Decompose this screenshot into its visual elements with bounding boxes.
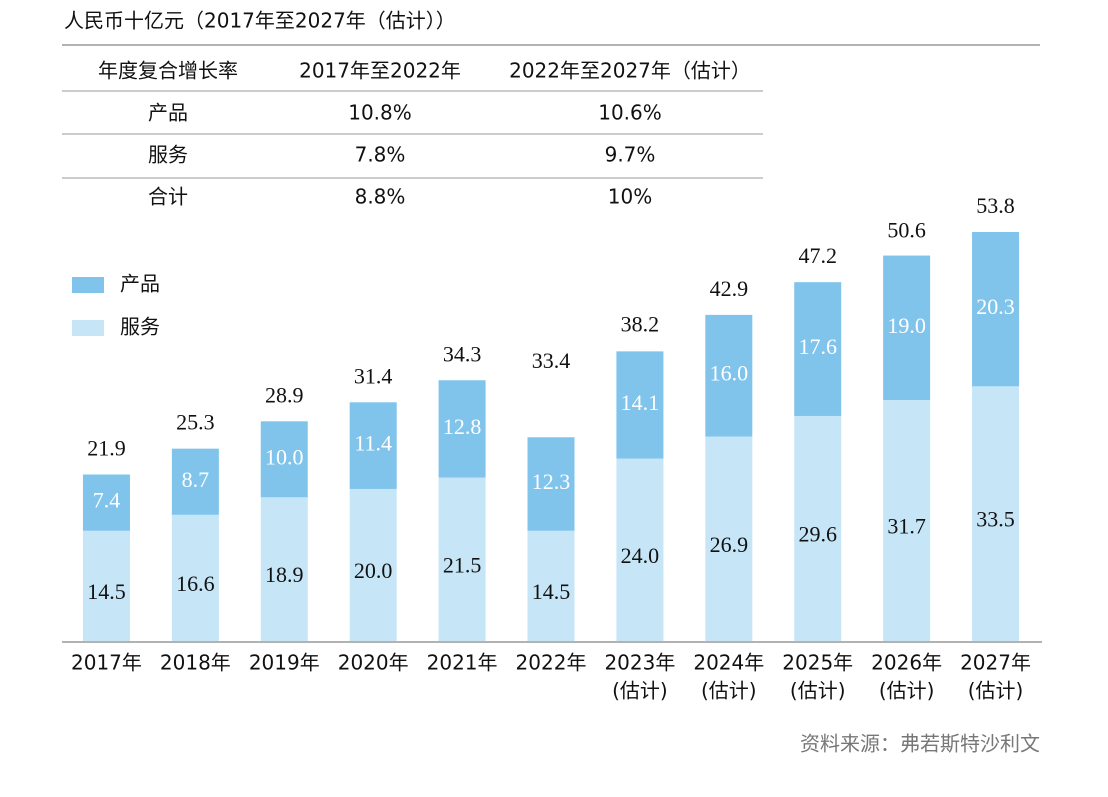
bar-segment bbox=[82, 530, 130, 641]
bar-segment bbox=[616, 458, 664, 641]
x-tick-label: 2019年 bbox=[249, 651, 320, 675]
bar-segment bbox=[705, 436, 753, 641]
table-cell: 10% bbox=[608, 185, 652, 209]
bar-segment bbox=[794, 282, 842, 416]
bar-segment bbox=[260, 421, 308, 498]
bar-segment bbox=[349, 402, 397, 489]
value-label: 12.3 bbox=[532, 469, 571, 494]
table-cell: 合计 bbox=[148, 185, 188, 209]
table-header: 2022年至2027年（估计） bbox=[509, 59, 751, 83]
value-label: 26.9 bbox=[710, 532, 749, 557]
total-label: 50.6 bbox=[887, 217, 926, 242]
bar-segment bbox=[527, 530, 575, 641]
value-label: 20.0 bbox=[354, 558, 393, 583]
table-cell: 产品 bbox=[148, 101, 188, 125]
bar-segment bbox=[883, 400, 931, 641]
bar-segment bbox=[171, 514, 219, 641]
x-tick-label: 2026年 bbox=[871, 651, 942, 675]
bar-segment bbox=[883, 255, 931, 401]
total-label: 53.8 bbox=[976, 193, 1015, 218]
bar-segment bbox=[527, 437, 575, 531]
legend-label: 产品 bbox=[120, 272, 160, 296]
value-label: 14.5 bbox=[87, 579, 126, 604]
total-label: 21.9 bbox=[87, 436, 126, 461]
x-tick-label: 2020年 bbox=[338, 651, 409, 675]
bar-segment bbox=[616, 351, 664, 459]
bar-segment bbox=[438, 477, 486, 641]
total-label: 28.9 bbox=[265, 382, 304, 407]
value-label: 10.0 bbox=[265, 444, 304, 469]
bar-segment bbox=[349, 488, 397, 641]
value-label: 8.7 bbox=[182, 467, 210, 492]
value-label: 12.8 bbox=[443, 414, 482, 439]
total-label: 34.3 bbox=[443, 341, 482, 366]
table-cell: 服务 bbox=[148, 143, 188, 167]
value-label: 17.6 bbox=[798, 334, 837, 359]
total-label: 42.9 bbox=[710, 276, 749, 301]
x-tick-label: 2021年 bbox=[427, 651, 498, 675]
value-label: 11.4 bbox=[354, 431, 392, 456]
table-header: 年度复合增长率 bbox=[98, 59, 238, 83]
source: 资料来源：弗若斯特沙利文 bbox=[800, 732, 1040, 756]
value-label: 18.9 bbox=[265, 562, 304, 587]
bar-segment bbox=[171, 448, 219, 515]
legend-swatch bbox=[72, 277, 104, 293]
bar-segment bbox=[705, 314, 753, 437]
total-label: 33.4 bbox=[532, 348, 571, 373]
value-label: 19.0 bbox=[887, 313, 926, 338]
value-label: 33.5 bbox=[976, 507, 1015, 532]
x-tick-note: (估计) bbox=[790, 679, 846, 703]
value-label: 31.7 bbox=[887, 514, 926, 539]
value-label: 21.5 bbox=[443, 552, 482, 577]
x-tick-label: 2025年 bbox=[782, 651, 853, 675]
value-label: 16.0 bbox=[710, 361, 749, 386]
x-tick-note: (估计) bbox=[879, 679, 935, 703]
table-cell: 10.8% bbox=[348, 101, 412, 125]
x-tick-label: 2024年 bbox=[693, 651, 764, 675]
value-label: 20.3 bbox=[976, 294, 1015, 319]
bar-segment bbox=[972, 386, 1020, 641]
legend-label: 服务 bbox=[120, 315, 160, 339]
total-label: 38.2 bbox=[621, 312, 660, 337]
table-cell: 7.8% bbox=[355, 143, 406, 167]
bar-segment bbox=[260, 497, 308, 641]
table-header: 2017年至2022年 bbox=[299, 59, 461, 83]
legend-swatch bbox=[72, 320, 104, 336]
x-tick-label: 2027年 bbox=[960, 651, 1031, 675]
x-tick-label: 2018年 bbox=[160, 651, 231, 675]
x-tick-label: 2022年 bbox=[516, 651, 587, 675]
value-label: 16.6 bbox=[176, 571, 215, 596]
value-label: 24.0 bbox=[621, 543, 660, 568]
value-label: 14.5 bbox=[532, 579, 571, 604]
bar-segment bbox=[438, 380, 486, 478]
bar-segment bbox=[82, 474, 130, 531]
x-tick-label: 2017年 bbox=[71, 651, 142, 675]
total-label: 47.2 bbox=[798, 243, 837, 268]
table-cell: 9.7% bbox=[605, 143, 656, 167]
total-label: 31.4 bbox=[354, 363, 393, 388]
value-label: 14.1 bbox=[621, 390, 660, 415]
x-tick-note: (估计) bbox=[968, 679, 1024, 703]
bar-segment bbox=[972, 232, 1020, 387]
chart-title: 人民币十亿元（2017年至2027年（估计）） bbox=[64, 9, 456, 33]
total-label: 25.3 bbox=[176, 410, 215, 435]
x-tick-label: 2023年 bbox=[604, 651, 675, 675]
value-label: 29.6 bbox=[798, 522, 837, 547]
x-tick-note: (估计) bbox=[701, 679, 757, 703]
x-tick-note: (估计) bbox=[612, 679, 668, 703]
bar-segment bbox=[794, 415, 842, 641]
table-cell: 8.8% bbox=[355, 185, 406, 209]
value-label: 7.4 bbox=[93, 488, 121, 513]
table-cell: 10.6% bbox=[598, 101, 662, 125]
